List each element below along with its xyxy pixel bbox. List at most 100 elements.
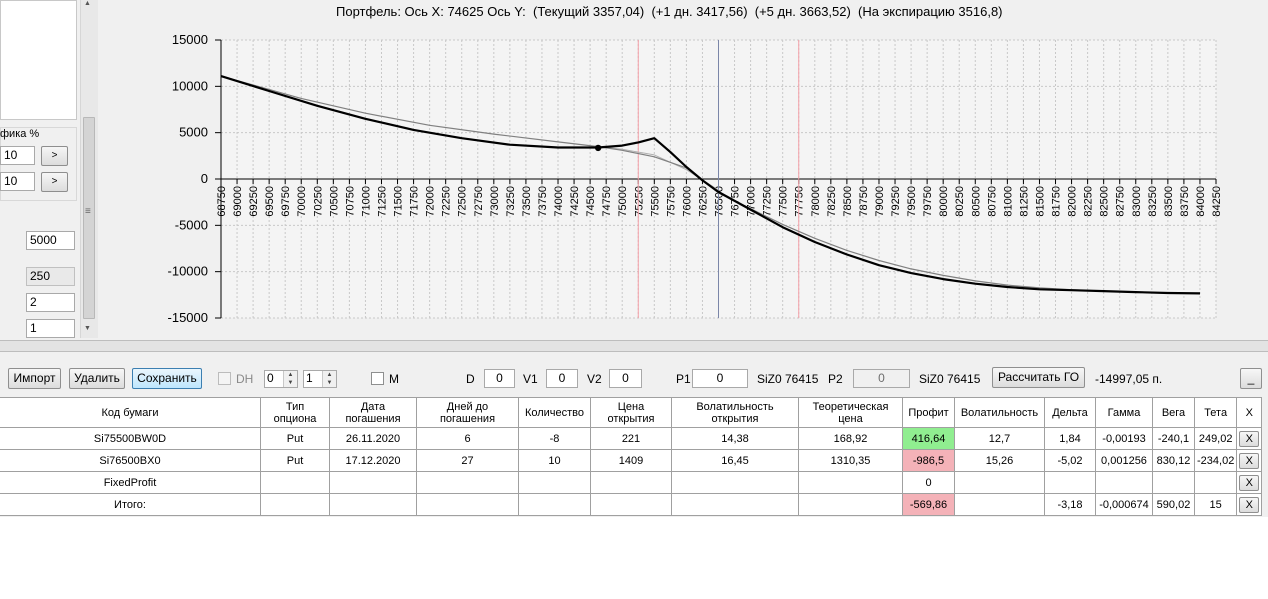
cell-vega[interactable]: 830,12 <box>1152 449 1195 472</box>
dh-checkbox[interactable] <box>218 372 231 385</box>
spin-arrows-icon[interactable]: ▲ ▼ <box>283 371 297 387</box>
cell-theta[interactable]: 249,02 <box>1193 427 1238 450</box>
cell-open-vol[interactable]: 14,38 <box>671 427 799 450</box>
cell-vega[interactable] <box>1152 471 1195 494</box>
d-input[interactable]: 0 <box>484 369 515 388</box>
cell-volatility[interactable] <box>954 471 1045 494</box>
scroll-up-arrow-icon[interactable]: ▲ <box>84 0 91 7</box>
cell-profit[interactable]: -986,5 <box>902 449 955 472</box>
cell-delta[interactable]: 1,84 <box>1044 427 1096 450</box>
cell-days[interactable]: 6 <box>416 427 519 450</box>
cell-type[interactable]: Put <box>260 427 330 450</box>
cell-delta[interactable]: -3,18 <box>1044 493 1096 516</box>
column-header[interactable]: Дельта <box>1044 397 1096 428</box>
cell-delta[interactable] <box>1044 471 1096 494</box>
column-header[interactable]: Дата погашения <box>329 397 417 428</box>
column-header[interactable]: Дней до погашения <box>416 397 519 428</box>
cell-expiry[interactable]: 26.11.2020 <box>329 427 417 450</box>
cell-gamma[interactable]: -0,00193 <box>1095 427 1153 450</box>
save-button[interactable]: Сохранить <box>132 368 202 389</box>
cell-open-vol[interactable]: 16,45 <box>671 449 799 472</box>
cell-vega[interactable]: -240,1 <box>1152 427 1195 450</box>
cell-volatility[interactable] <box>954 493 1045 516</box>
cell-gamma[interactable]: 0,001256 <box>1095 449 1153 472</box>
param-input-d[interactable]: 1 <box>26 319 75 338</box>
scrollbar-thumb[interactable]: ≡ <box>83 117 95 319</box>
cell-theor-price[interactable]: 1310,35 <box>798 449 903 472</box>
cell-open-vol[interactable] <box>671 471 799 494</box>
cell-open-price[interactable]: 1409 <box>590 449 672 472</box>
cell-quantity[interactable] <box>518 493 591 516</box>
column-header[interactable]: Код бумаги <box>0 397 261 428</box>
param-input-a[interactable]: 5000 <box>26 231 75 250</box>
table-row-total[interactable]: Итого: -569,86 -3,18 -0,000674 590,02 15… <box>0 493 1263 516</box>
percent-input-1[interactable]: 10 <box>0 146 35 165</box>
param-input-c[interactable]: 2 <box>26 293 75 312</box>
remove-row-button[interactable]: X <box>1239 452 1260 469</box>
column-header[interactable]: Тип опциона <box>260 397 330 428</box>
cell-code[interactable]: Si76500BX0 <box>0 449 261 472</box>
remove-row-button[interactable]: X <box>1239 496 1260 513</box>
payoff-chart[interactable]: 15000 10000 5000 0 -5000 -10000 -15000 68750 690… <box>98 0 1268 340</box>
cell-profit[interactable]: 0 <box>902 471 955 494</box>
table-row[interactable]: Si76500BX0 Put 17.12.2020 27 10 1409 16,… <box>0 449 1263 472</box>
table-row[interactable]: FixedProfit 0 X <box>0 471 1263 494</box>
cell-theor-price[interactable]: 168,92 <box>798 427 903 450</box>
cell-code[interactable]: FixedProfit <box>0 471 261 494</box>
percent-step-button-1[interactable]: > <box>41 146 68 166</box>
cell-open-price[interactable] <box>590 471 672 494</box>
percent-input-2[interactable]: 10 <box>0 172 35 191</box>
cell-quantity[interactable] <box>518 471 591 494</box>
spin-arrows-icon[interactable]: ▲ ▼ <box>322 371 336 387</box>
column-header[interactable]: Количество <box>518 397 591 428</box>
cell-gamma[interactable] <box>1095 471 1153 494</box>
cell-profit[interactable]: -569,86 <box>902 493 955 516</box>
column-header[interactable]: Вега <box>1152 397 1195 428</box>
remove-row-button[interactable]: X <box>1239 474 1260 491</box>
cell-type[interactable]: Put <box>260 449 330 472</box>
scroll-down-arrow-icon[interactable]: ▼ <box>84 325 91 332</box>
v1-input[interactable]: 0 <box>546 369 578 388</box>
settings-list-box[interactable] <box>0 0 77 120</box>
column-header[interactable]: Тета <box>1193 397 1238 428</box>
column-header[interactable]: Теоретическая цена <box>798 397 903 428</box>
table-row[interactable]: Si75500BW0D Put 26.11.2020 6 -8 221 14,3… <box>0 427 1263 450</box>
cell-type[interactable] <box>260 471 330 494</box>
cell-open-price[interactable] <box>590 493 672 516</box>
cell-open-price[interactable]: 221 <box>590 427 672 450</box>
cell-days[interactable] <box>416 471 519 494</box>
minimize-button[interactable]: _ <box>1240 368 1262 389</box>
cell-quantity[interactable]: 10 <box>518 449 591 472</box>
cell-open-vol[interactable] <box>671 493 799 516</box>
delete-button[interactable]: Удалить <box>69 368 125 389</box>
cell-delta[interactable]: -5,02 <box>1044 449 1096 472</box>
import-button[interactable]: Импорт <box>8 368 61 389</box>
cell-theor-price[interactable] <box>798 471 903 494</box>
cell-profit[interactable]: 416,64 <box>902 427 955 450</box>
column-header[interactable]: Гамма <box>1095 397 1153 428</box>
left-panel-scrollbar[interactable]: ▲ ≡ ▼ <box>80 0 98 338</box>
cell-code[interactable]: Итого: <box>0 493 261 516</box>
column-header[interactable]: Волатильность открытия <box>671 397 799 428</box>
cell-type[interactable] <box>260 493 330 516</box>
cell-expiry[interactable] <box>329 471 417 494</box>
cell-theta[interactable]: -234,02 <box>1193 449 1238 472</box>
cell-gamma[interactable]: -0,000674 <box>1095 493 1153 516</box>
remove-row-button[interactable]: X <box>1239 430 1260 447</box>
cell-volatility[interactable]: 12,7 <box>954 427 1045 450</box>
column-header[interactable]: Цена открытия <box>590 397 672 428</box>
cell-expiry[interactable]: 17.12.2020 <box>329 449 417 472</box>
cell-days[interactable]: 27 <box>416 449 519 472</box>
panel-splitter[interactable] <box>0 340 1268 352</box>
spin-input-2[interactable]: 1 ▲ ▼ <box>303 370 337 388</box>
percent-step-button-2[interactable]: > <box>41 172 68 192</box>
p1-input[interactable]: 0 <box>692 369 748 388</box>
m-checkbox[interactable] <box>371 372 384 385</box>
cell-code[interactable]: Si75500BW0D <box>0 427 261 450</box>
column-header[interactable]: Волатильность <box>954 397 1045 428</box>
cell-volatility[interactable]: 15,26 <box>954 449 1045 472</box>
cell-theta[interactable]: 15 <box>1193 493 1238 516</box>
cell-vega[interactable]: 590,02 <box>1152 493 1195 516</box>
cell-theor-price[interactable] <box>798 493 903 516</box>
cell-expiry[interactable] <box>329 493 417 516</box>
